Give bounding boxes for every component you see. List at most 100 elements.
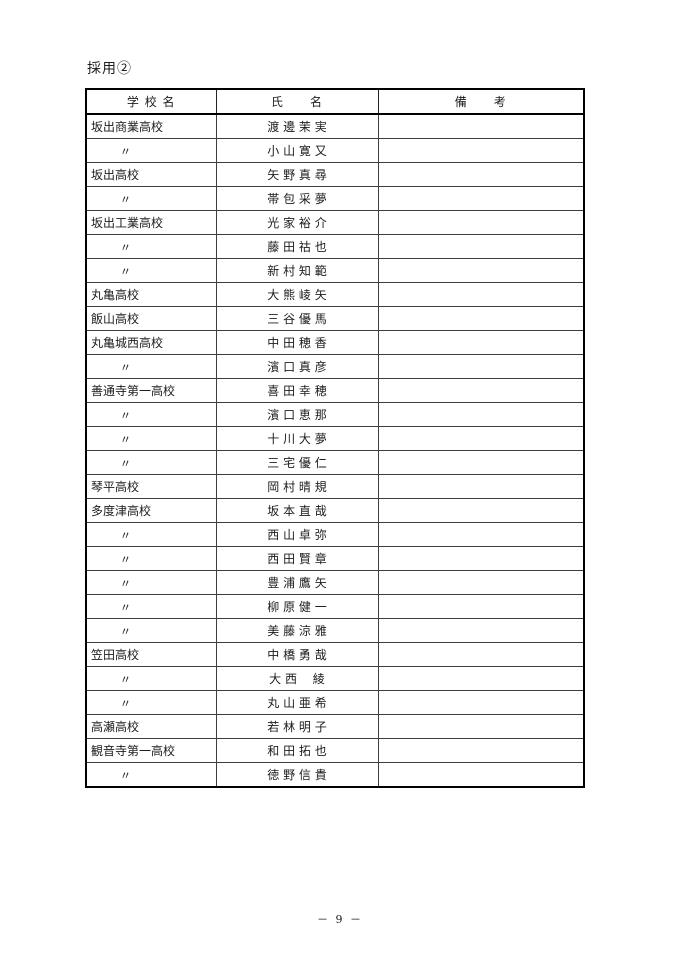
school-cell: 〃 <box>85 258 217 283</box>
remark-cell <box>377 234 585 259</box>
school-cell: 〃 <box>85 402 217 427</box>
name-cell: 中 田 穂 香 <box>215 330 379 355</box>
table-row: 〃 美 藤 涼 雅 <box>85 618 585 643</box>
remark-cell <box>377 210 585 235</box>
table-row: 高瀬高校 若 林 明 子 <box>85 714 585 739</box>
remark-cell <box>377 306 585 331</box>
name-cell: 喜 田 幸 穂 <box>215 378 379 403</box>
name-cell: 藤 田 祜 也 <box>215 234 379 259</box>
roster-table-header: 学 校 名 氏 名 備 考 <box>85 88 585 115</box>
school-cell: 笠田高校 <box>85 642 217 667</box>
name-cell: 三 宅 優 仁 <box>215 450 379 475</box>
table-row: 〃 徳 野 信 貴 <box>85 762 585 788</box>
school-cell: 〃 <box>85 426 217 451</box>
school-cell: 坂出高校 <box>85 162 217 187</box>
table-row: 笠田高校 中 橋 勇 哉 <box>85 642 585 667</box>
table-row: 〃 西 田 賢 章 <box>85 546 585 571</box>
remark-cell <box>377 450 585 475</box>
table-row: 坂出高校 矢 野 真 尋 <box>85 162 585 187</box>
name-cell: 新 村 知 範 <box>215 258 379 283</box>
school-cell: 〃 <box>85 234 217 259</box>
table-row: 〃 柳 原 健 一 <box>85 594 585 619</box>
name-cell: 豊 浦 鷹 矢 <box>215 570 379 595</box>
name-cell: 若 林 明 子 <box>215 714 379 739</box>
school-cell: 〃 <box>85 354 217 379</box>
header-row: 学 校 名 氏 名 備 考 <box>85 88 585 115</box>
school-cell: 〃 <box>85 186 217 211</box>
school-cell: 丸亀城西高校 <box>85 330 217 355</box>
school-cell: 多度津高校 <box>85 498 217 523</box>
school-cell: 〃 <box>85 762 217 788</box>
school-cell: 〃 <box>85 522 217 547</box>
name-cell: 濱 口 真 彦 <box>215 354 379 379</box>
table-body: 坂出商業高校 渡 邊 茉 実 〃 小 山 寛 又 坂出高校 矢 野 真 尋 〃 … <box>85 113 585 788</box>
school-cell: 観音寺第一高校 <box>85 738 217 763</box>
name-cell: 美 藤 涼 雅 <box>215 618 379 643</box>
table-row: 坂出工業高校 光 家 裕 介 <box>85 210 585 235</box>
table-row: 〃 濱 口 恵 那 <box>85 402 585 427</box>
school-cell: 〃 <box>85 546 217 571</box>
school-cell: 坂出商業高校 <box>85 113 217 139</box>
page-title: 採用② <box>87 61 132 77</box>
school-cell: 高瀬高校 <box>85 714 217 739</box>
table-row: 〃 小 山 寛 又 <box>85 138 585 163</box>
table-row: 丸亀城西高校 中 田 穂 香 <box>85 330 585 355</box>
name-cell: 中 橋 勇 哉 <box>215 642 379 667</box>
name-cell: 西 山 卓 弥 <box>215 522 379 547</box>
remark-cell <box>377 113 585 139</box>
table-row: 〃 十 川 大 夢 <box>85 426 585 451</box>
remark-cell <box>377 594 585 619</box>
remark-cell <box>377 690 585 715</box>
school-cell: 〃 <box>85 138 217 163</box>
school-cell: 丸亀高校 <box>85 282 217 307</box>
name-cell: 三 谷 優 馬 <box>215 306 379 331</box>
school-cell: 〃 <box>85 666 217 691</box>
name-cell: 濱 口 恵 那 <box>215 402 379 427</box>
table-row: 坂出商業高校 渡 邊 茉 実 <box>85 113 585 139</box>
name-cell: 丸 山 亜 希 <box>215 690 379 715</box>
table-row: 観音寺第一高校 和 田 拓 也 <box>85 738 585 763</box>
remark-cell <box>377 570 585 595</box>
table-row: 丸亀高校 大 熊 崚 矢 <box>85 282 585 307</box>
table-row: 多度津高校 坂 本 直 哉 <box>85 498 585 523</box>
school-cell: 〃 <box>85 570 217 595</box>
name-cell: 小 山 寛 又 <box>215 138 379 163</box>
name-cell: 西 田 賢 章 <box>215 546 379 571</box>
school-cell: 琴平高校 <box>85 474 217 499</box>
page-number: － 9 － <box>317 913 363 926</box>
remark-cell <box>377 378 585 403</box>
remark-cell <box>377 426 585 451</box>
name-cell: 徳 野 信 貴 <box>215 762 379 788</box>
table-row: 〃 帯 包 采 夢 <box>85 186 585 211</box>
remark-cell <box>377 282 585 307</box>
table-row: 〃 豊 浦 鷹 矢 <box>85 570 585 595</box>
name-cell: 柳 原 健 一 <box>215 594 379 619</box>
remark-cell <box>377 162 585 187</box>
table-row: 〃 新 村 知 範 <box>85 258 585 283</box>
table-row: 〃 三 宅 優 仁 <box>85 450 585 475</box>
header-school: 学 校 名 <box>85 88 217 115</box>
school-cell: 善通寺第一高校 <box>85 378 217 403</box>
remark-cell <box>377 642 585 667</box>
table-row: 〃 丸 山 亜 希 <box>85 690 585 715</box>
table-row: 善通寺第一高校 喜 田 幸 穂 <box>85 378 585 403</box>
name-cell: 和 田 拓 也 <box>215 738 379 763</box>
header-name: 氏 名 <box>215 88 379 115</box>
table-row: 琴平高校 岡 村 晴 規 <box>85 474 585 499</box>
name-cell: 岡 村 晴 規 <box>215 474 379 499</box>
school-cell: 〃 <box>85 450 217 475</box>
table-row: 〃 大 西 綾 <box>85 666 585 691</box>
remark-cell <box>377 618 585 643</box>
name-cell: 矢 野 真 尋 <box>215 162 379 187</box>
name-cell: 大 西 綾 <box>215 666 379 691</box>
school-cell: 〃 <box>85 618 217 643</box>
remark-cell <box>377 738 585 763</box>
table-row: 飯山高校 三 谷 優 馬 <box>85 306 585 331</box>
school-cell: 坂出工業高校 <box>85 210 217 235</box>
remark-cell <box>377 354 585 379</box>
remark-cell <box>377 714 585 739</box>
remark-cell <box>377 402 585 427</box>
name-cell: 坂 本 直 哉 <box>215 498 379 523</box>
school-cell: 〃 <box>85 594 217 619</box>
remark-cell <box>377 498 585 523</box>
